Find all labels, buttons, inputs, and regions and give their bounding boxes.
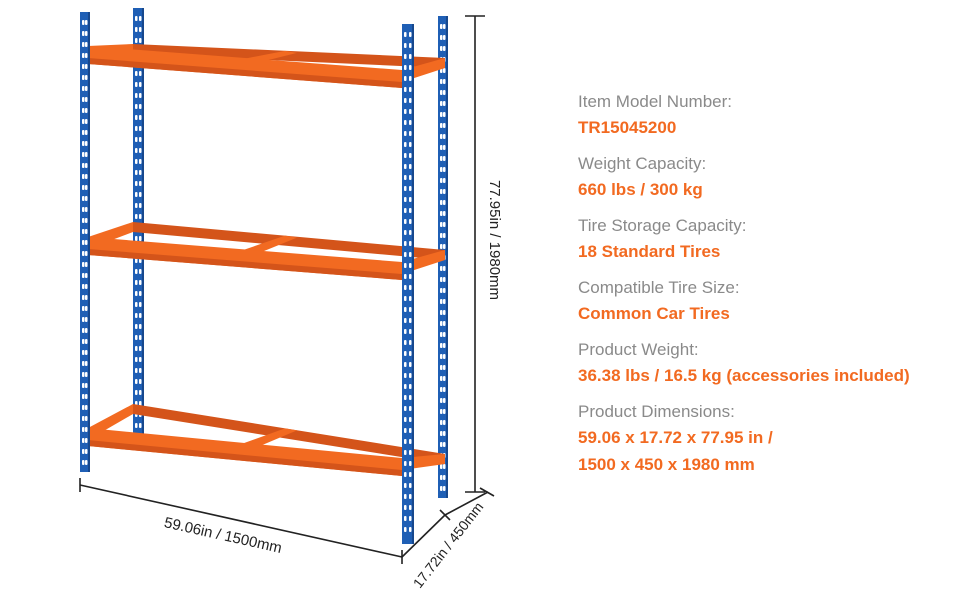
spec-value: 36.38 lbs / 16.5 kg (accessories include…: [578, 366, 910, 385]
spec-label: Product Weight:: [578, 340, 699, 359]
spec-value: 660 lbs / 300 kg: [578, 180, 703, 199]
specifications-list: Item Model Number: TR15045200 Weight Capac…: [578, 92, 963, 491]
spec-item: Tire Storage Capacity: 18 Standard Tires: [578, 216, 963, 262]
height-dimension-label: 77.95in / 1980mm: [486, 180, 503, 300]
spec-value: 18 Standard Tires: [578, 242, 721, 261]
spec-value: 1500 x 450 x 1980 mm: [578, 455, 755, 474]
spec-item: Item Model Number: TR15045200: [578, 92, 963, 138]
spec-value: Common Car Tires: [578, 304, 730, 323]
spec-item: Product Dimensions: 59.06 x 17.72 x 77.95…: [578, 402, 963, 475]
bottom-shelf-back-beam: [133, 404, 445, 464]
spec-label: Tire Storage Capacity:: [578, 216, 747, 235]
spec-label: Compatible Tire Size:: [578, 278, 740, 297]
spec-label: Product Dimensions:: [578, 402, 735, 421]
spec-value: 59.06 x 17.72 x 77.95 in /: [578, 428, 773, 447]
spec-item: Product Weight: 36.38 lbs / 16.5 kg (acce…: [578, 340, 963, 386]
height-dimension: 77.95in / 1980mm: [465, 15, 503, 493]
depth-dimension: 17.72in / 450mm: [401, 487, 495, 591]
top-shelf-back-beam: [133, 44, 445, 68]
bottom-shelf-center-support: [240, 428, 297, 449]
spec-label: Weight Capacity:: [578, 154, 707, 173]
spec-item: Weight Capacity: 660 lbs / 300 kg: [578, 154, 963, 200]
spec-item: Compatible Tire Size: Common Car Tires: [578, 278, 963, 324]
spec-label: Item Model Number:: [578, 92, 732, 111]
width-dimension: 59.06in / 1500mm: [79, 478, 403, 564]
shelving-rack-illustration: 77.95in / 1980mm 59.06in / 1500mm 17.72i…: [79, 8, 503, 591]
spec-value: TR15045200: [578, 118, 677, 137]
width-dimension-label: 59.06in / 1500mm: [163, 514, 284, 557]
middle-shelf-back-beam: [133, 222, 445, 260]
